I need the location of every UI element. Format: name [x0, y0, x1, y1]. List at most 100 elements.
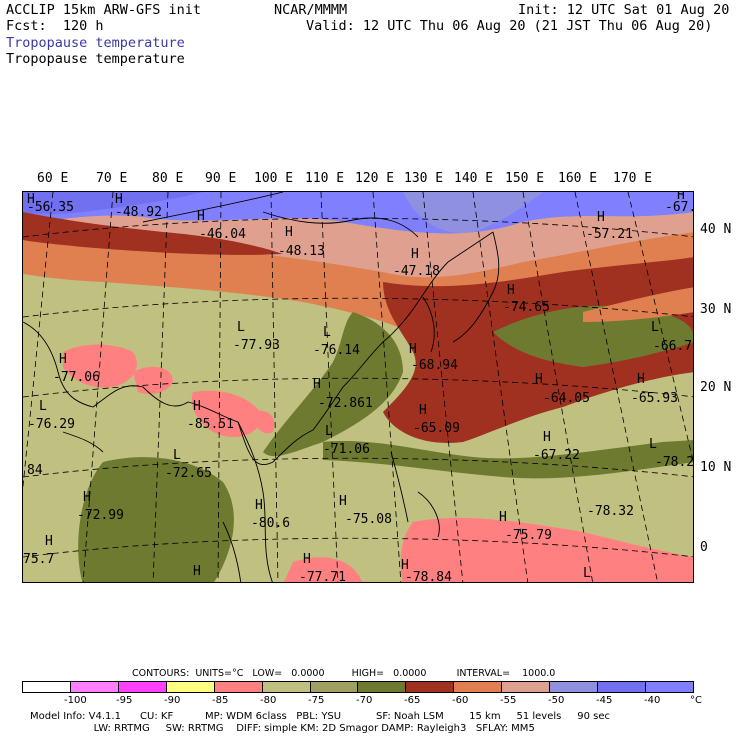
colorbar-tick: -50 [548, 695, 565, 706]
lat-label: 30 N [700, 302, 732, 317]
map-value-label: -85.51 [187, 417, 234, 432]
colorbar-cell [358, 682, 407, 692]
high-marker: H [45, 534, 53, 549]
map-value-label: -56.35 [27, 200, 74, 215]
colorbar-cell [310, 682, 359, 692]
contour-variable-label: Tropopause temperature [6, 51, 185, 67]
map-value-label: -68.94 [411, 358, 458, 373]
high-marker: H [193, 399, 201, 414]
colorbar-cell [70, 682, 119, 692]
map-value-label: -78.2 [655, 455, 694, 470]
map-value-label: -80.6 [251, 516, 291, 531]
colorbar-cell [406, 682, 455, 692]
colorbar-cell [645, 682, 693, 692]
high-marker: H [339, 494, 347, 509]
colorbar-tick: -40 [644, 695, 661, 706]
high-marker: H [83, 490, 91, 505]
colorbar-cell [598, 682, 646, 692]
map-value-label: -57.21 [586, 227, 633, 242]
high-marker: H [535, 372, 543, 387]
high-marker: H [543, 430, 551, 445]
map-value-label: -78.84 [405, 570, 452, 583]
colorbar-tick: -90 [164, 695, 181, 706]
low-marker: L [325, 424, 333, 439]
lon-label: 60 E [37, 171, 69, 186]
lon-label: 130 E [404, 171, 444, 186]
high-marker: H [409, 342, 417, 357]
model-title: ACCLIP 15km ARW-GFS init [6, 2, 202, 18]
colorbar-tick: -70 [356, 695, 373, 706]
map-value-label: -48.92 [115, 205, 162, 220]
high-marker: H [499, 510, 507, 525]
high-marker: H [419, 403, 427, 418]
lon-label: 120 E [355, 171, 395, 186]
lat-label: 0 [700, 540, 708, 555]
map-value-label: -75.79 [505, 528, 552, 543]
map-value-label: -47.18 [393, 264, 440, 279]
map-value-label: -72.99 [77, 508, 124, 523]
map-field [23, 192, 693, 582]
colorbar-tick: -65 [404, 695, 421, 706]
colorbar-tick: -95 [116, 695, 133, 706]
map-value-label: -74.65 [503, 300, 550, 315]
init-time: Init: 12 UTC Sat 01 Aug 20 [518, 2, 730, 18]
map-value-label: -46.04 [199, 227, 246, 242]
map-value-label: -72.861 [318, 396, 373, 411]
low-marker: L [39, 399, 47, 414]
high-marker: H [677, 191, 685, 203]
model-info-line2: LW: RRTMG SW: RRTMG DIFF: simple KM: 2D … [30, 723, 535, 734]
high-marker: H [313, 377, 321, 392]
colorbar-cell [166, 682, 215, 692]
model-info-line1: Model Info: V4.1.1 CU: KF MP: WDM 6class… [30, 711, 611, 722]
high-marker: H [59, 352, 67, 367]
high-marker: H [637, 372, 645, 387]
colorbar [22, 681, 694, 693]
low-marker: L [651, 320, 659, 335]
low-marker: L [323, 325, 331, 340]
colorbar-tick: -45 [596, 695, 613, 706]
high-marker: H [411, 247, 419, 262]
high-marker: H [507, 283, 515, 298]
map-value-label: -78.32 [587, 504, 634, 519]
colorbar-cell [118, 682, 167, 692]
lon-label: 100 E [254, 171, 294, 186]
lon-label: 160 E [558, 171, 598, 186]
valid-time: Valid: 12 UTC Thu 06 Aug 20 (21 JST Thu … [306, 18, 713, 34]
colorbar-units: °C [690, 695, 702, 706]
low-marker: L [583, 566, 591, 581]
high-marker: H [115, 192, 123, 207]
low-marker: L [173, 448, 181, 463]
map-panel[interactable]: -56.35 -48.92 -46.04 -48.13 -47.18 -57.2… [22, 191, 694, 583]
map-value-label: 75.7 [23, 552, 55, 567]
map-value-label: -67.22 [533, 448, 580, 463]
lat-label: 20 N [700, 380, 732, 395]
colorbar-cell [214, 682, 263, 692]
map-value-label: -64.05 [543, 391, 590, 406]
map-value-label: -76.29 [28, 417, 75, 432]
map-value-label: -66.7 [653, 339, 693, 354]
high-marker: H [27, 192, 35, 207]
high-marker: H [197, 209, 205, 224]
forecast-hour: Fcst: 120 h [6, 18, 104, 34]
map-value-label: -71.06 [323, 442, 370, 457]
lon-label: 90 E [205, 171, 237, 186]
colorbar-tick: -100 [64, 695, 87, 706]
lon-label: 70 E [96, 171, 128, 186]
org-label: NCAR/MMMM [274, 2, 348, 18]
colorbar-cell [550, 682, 599, 692]
map-value-label: -65.93 [631, 391, 678, 406]
colorbar-tick: -60 [452, 695, 469, 706]
shaded-variable-label: Tropopause temperature [6, 35, 185, 51]
map-value-label: -65.09 [413, 421, 460, 436]
map-value-label: -76.14 [313, 343, 360, 358]
high-marker: H [401, 558, 409, 573]
lon-label: 110 E [305, 171, 345, 186]
low-marker: L [649, 437, 657, 452]
colorbar-cell [454, 682, 503, 692]
lon-label: 140 E [454, 171, 494, 186]
lon-label: 80 E [152, 171, 184, 186]
map-value-label: -67. [665, 200, 694, 215]
lon-label: 170 E [613, 171, 653, 186]
map-value-label: 84 [27, 463, 43, 478]
high-marker: H [285, 225, 293, 240]
